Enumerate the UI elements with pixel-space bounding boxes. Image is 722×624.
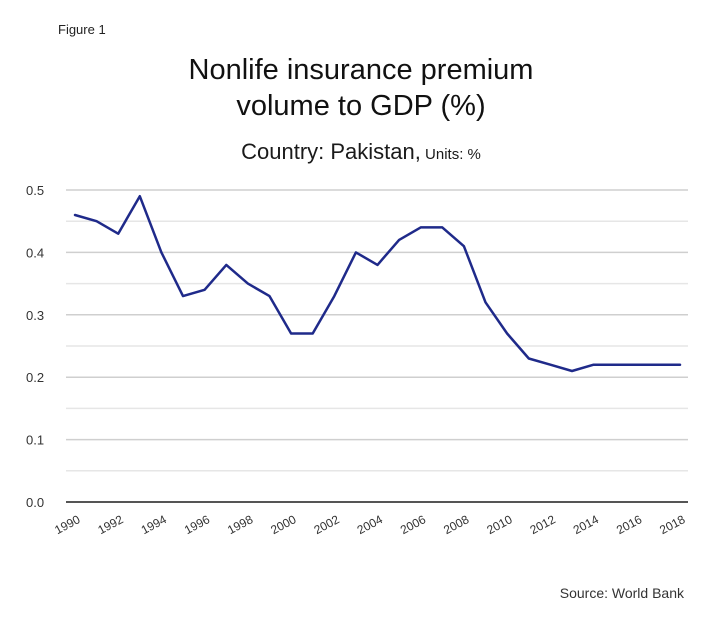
x-tick-label: 1994 bbox=[139, 512, 169, 537]
x-tick-label: 2000 bbox=[268, 512, 298, 537]
chart-subtitle: Country: Pakistan, Units: % bbox=[0, 139, 722, 165]
x-tick-label: 2018 bbox=[657, 512, 687, 537]
y-tick-label: 0.0 bbox=[26, 495, 44, 510]
x-tick-label: 1990 bbox=[52, 512, 82, 537]
x-tick-label: 1998 bbox=[225, 512, 255, 537]
x-tick-label: 1992 bbox=[95, 512, 125, 537]
source-note: Source: World Bank bbox=[559, 585, 684, 601]
x-tick-label: 2004 bbox=[355, 512, 385, 537]
chart-title-line-2: volume to GDP (%) bbox=[236, 90, 486, 122]
x-tick-label: 1996 bbox=[182, 512, 212, 537]
chart-title-line-1: Nonlife insurance premium bbox=[188, 54, 534, 86]
x-tick-label: 2012 bbox=[528, 512, 558, 537]
gridlines bbox=[66, 189, 688, 503]
series-line-pakistan bbox=[73, 194, 682, 373]
x-tick-label: 2010 bbox=[484, 512, 514, 537]
chart-title: Nonlife insurance premium volume to GDP … bbox=[0, 52, 722, 124]
subtitle-units: Units: % bbox=[420, 146, 481, 163]
y-tick-label: 0.4 bbox=[26, 245, 44, 260]
y-tick-label: 0.1 bbox=[26, 433, 44, 448]
series-layer bbox=[73, 194, 682, 373]
y-tick-label: 0.3 bbox=[26, 308, 44, 323]
subtitle-country: Country: Pakistan, bbox=[241, 139, 421, 164]
x-tick-label: 2002 bbox=[312, 512, 342, 537]
y-axis-ticks: 0.0 0.1 0.2 0.3 0.4 0.5 bbox=[26, 183, 44, 510]
y-tick-label: 0.2 bbox=[26, 370, 44, 385]
y-tick-label: 0.5 bbox=[26, 183, 44, 198]
x-tick-label: 2014 bbox=[571, 512, 601, 537]
x-tick-label: 2008 bbox=[441, 512, 471, 537]
figure-label: Figure 1 bbox=[58, 22, 106, 37]
x-tick-label: 2006 bbox=[398, 512, 428, 537]
x-tick-label: 2016 bbox=[614, 512, 644, 537]
x-axis-ticks: 1990 1992 1994 1996 1998 2000 2002 2004 2006 2008… bbox=[52, 512, 687, 537]
